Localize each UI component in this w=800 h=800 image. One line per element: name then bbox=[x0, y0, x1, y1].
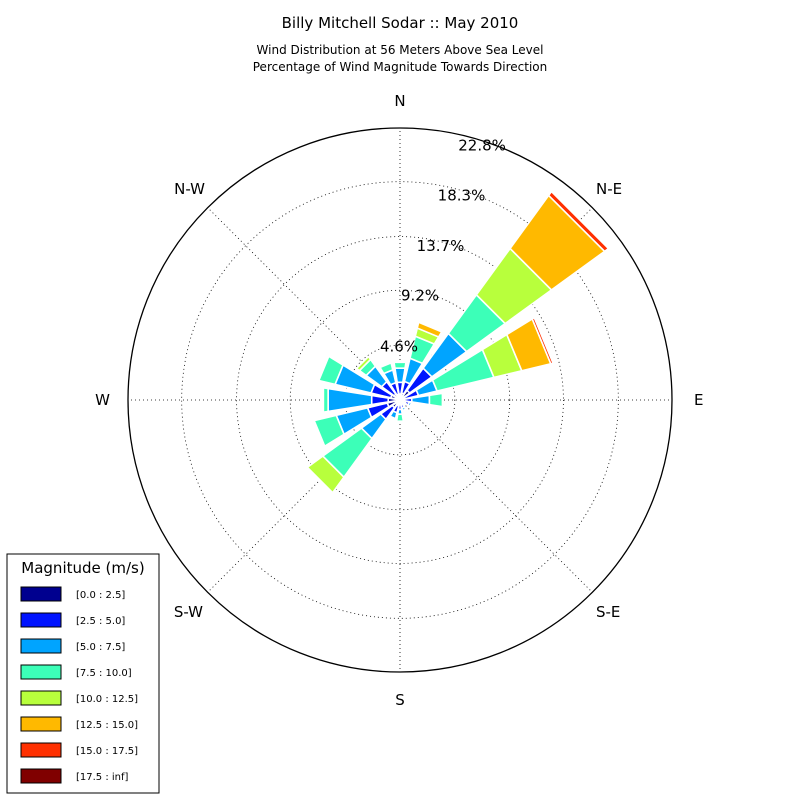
ring-label-2: 13.7% bbox=[417, 237, 465, 255]
ring-label-4: 22.8% bbox=[458, 137, 506, 155]
legend-swatch-3 bbox=[20, 664, 62, 680]
bar-11-segment-3 bbox=[313, 414, 346, 448]
wind-bars bbox=[306, 190, 610, 494]
direction-label-e: E bbox=[694, 391, 703, 409]
legend-label-7: [17.5 : inf] bbox=[76, 772, 129, 783]
legend-title: Magnitude (m/s) bbox=[21, 559, 144, 577]
bar-14-segment-4 bbox=[355, 355, 372, 372]
grid-spoke-3 bbox=[399, 399, 593, 593]
legend-swatch-6 bbox=[20, 742, 62, 758]
bar-2-segment-6 bbox=[547, 190, 610, 253]
bar-15-segment-3 bbox=[378, 361, 394, 375]
direction-label-s: S bbox=[395, 691, 405, 709]
axis-labels: N N-E E S-E S S-W W N-W 4.6% 9.2% 13.7% 18.3% 22.8% bbox=[95, 92, 703, 709]
direction-label-n-e: N-E bbox=[596, 180, 622, 198]
legend-swatch-7 bbox=[20, 768, 62, 784]
bar-0-segment-2 bbox=[394, 367, 406, 384]
legend-label-2: [5.0 : 7.5] bbox=[76, 642, 125, 653]
legend-swatch-4 bbox=[20, 690, 62, 706]
legend-label-4: [10.0 : 12.5] bbox=[76, 694, 138, 705]
bar-10-segment-4 bbox=[306, 455, 345, 494]
legend-label-0: [0.0 : 2.5] bbox=[76, 590, 125, 601]
bar-8-segment-3 bbox=[395, 413, 405, 423]
ring-label-1: 9.2% bbox=[401, 287, 439, 305]
legend-swatch-1 bbox=[20, 612, 62, 628]
bar-5-segment-3 bbox=[409, 401, 414, 409]
chart-title: Billy Mitchell Sodar :: May 2010 bbox=[282, 14, 519, 32]
bar-4-segment-3 bbox=[428, 392, 444, 408]
chart-subtitle-1: Wind Distribution at 56 Meters Above Sea… bbox=[257, 43, 544, 57]
grid-ring-1 bbox=[289, 289, 511, 511]
legend: Magnitude (m/s) [0.0 : 2.5] [2.5 : 5.0] [5… bbox=[6, 553, 160, 794]
bar-1-segment-5 bbox=[416, 321, 443, 338]
legend-label-1: [2.5 : 5.0] bbox=[76, 616, 125, 627]
grid-ring-2 bbox=[236, 236, 564, 564]
ring-label-0: 4.6% bbox=[380, 337, 418, 355]
legend-label-6: [15.0 : 17.5] bbox=[76, 746, 138, 757]
outer-circle bbox=[127, 127, 673, 673]
bar-9-segment-2 bbox=[388, 410, 398, 420]
direction-label-n-w: N-W bbox=[174, 180, 205, 198]
direction-label-n: N bbox=[394, 92, 405, 110]
direction-label-s-e: S-E bbox=[596, 603, 620, 621]
legend-swatch-0 bbox=[20, 586, 62, 602]
grid-ring-3 bbox=[181, 181, 619, 619]
legend-label-5: [12.5 : 15.0] bbox=[76, 720, 138, 731]
ring-label-3: 18.3% bbox=[438, 186, 486, 204]
legend-swatch-5 bbox=[20, 716, 62, 732]
legend-label-3: [7.5 : 10.0] bbox=[76, 668, 132, 679]
direction-label-w: W bbox=[95, 391, 110, 409]
direction-label-s-w: S-W bbox=[174, 603, 203, 621]
legend-swatch-2 bbox=[20, 638, 62, 654]
chart-subtitle-2: Percentage of Wind Magnitude Towards Dir… bbox=[253, 60, 547, 74]
polar-grid bbox=[128, 128, 672, 672]
bar-3-segment-6 bbox=[531, 316, 555, 365]
bar-7-segment-2 bbox=[401, 406, 407, 412]
bar-0-segment-3 bbox=[393, 361, 407, 369]
bar-12-segment-3 bbox=[322, 386, 329, 414]
bar-13-segment-3 bbox=[317, 355, 345, 386]
